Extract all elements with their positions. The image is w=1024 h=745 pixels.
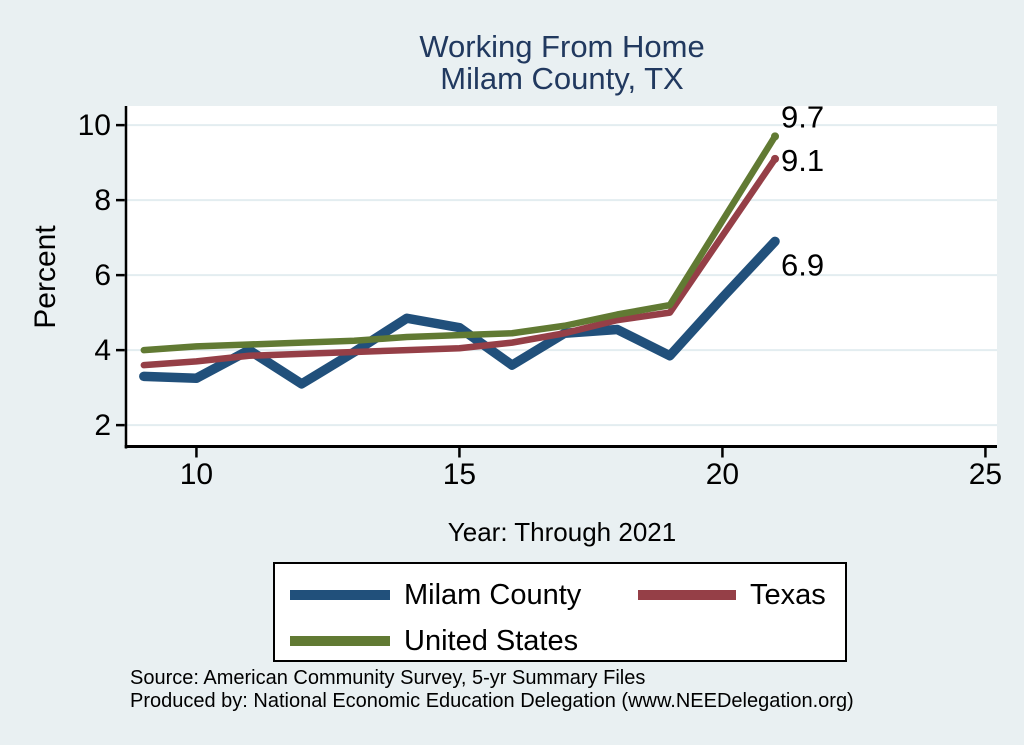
source-note: Source: American Community Survey, 5-yr … (130, 667, 854, 713)
chart-title: Working From Home Milam County, TX (100, 31, 1024, 95)
series-line-milam-county (139, 236, 780, 389)
produced-by-line: Produced by: National Economic Education… (130, 690, 854, 712)
legend-item-united-states: United States (290, 626, 578, 656)
x-tick-label-10: 10 (180, 458, 213, 491)
y-tick-label-4: 4 (94, 334, 111, 367)
legend-swatch-texas (638, 590, 736, 600)
plot-svg: 6.9 9.1 9.7 2 4 6 8 10 10 15 20 25 (78, 99, 1002, 491)
x-axis-title: Year: Through 2021 (447, 517, 677, 547)
y-tick-label-10: 10 (78, 109, 111, 142)
x-tick-label-25: 25 (969, 458, 1002, 491)
y-tick-label-8: 8 (94, 184, 111, 217)
legend-label-united-states: United States (404, 625, 579, 657)
series-line-united-states (140, 133, 779, 354)
y-tick-label-6: 6 (94, 259, 111, 292)
x-tick-label-20: 20 (706, 458, 739, 491)
legend-swatch-milam-county (290, 590, 390, 600)
series-endpoint-united-states (771, 132, 780, 141)
legend-swatch-united-states (290, 636, 390, 646)
legend: Milam County Texas United States (273, 562, 847, 662)
y-axis-title: Percent (29, 225, 62, 329)
end-value-label-texas: 9.1 (781, 143, 824, 178)
chart-title-line2: Milam County, TX (440, 61, 684, 96)
legend-label-texas: Texas (750, 579, 826, 611)
end-value-label-united-states: 9.7 (781, 99, 824, 134)
series-endpoint-texas (771, 154, 780, 163)
y-tick-label-2: 2 (94, 409, 111, 442)
series-endpoint-milam-county (771, 237, 780, 246)
source-line: Source: American Community Survey, 5-yr … (130, 667, 646, 689)
chart-title-line1: Working From Home (419, 29, 705, 64)
legend-item-texas: Texas (638, 580, 826, 610)
end-value-label-milam-county: 6.9 (781, 247, 824, 282)
legend-item-milam-county: Milam County (290, 580, 581, 610)
series-line-texas (140, 155, 779, 369)
x-tick-label-15: 15 (443, 458, 476, 491)
legend-label-milam-county: Milam County (404, 579, 582, 611)
